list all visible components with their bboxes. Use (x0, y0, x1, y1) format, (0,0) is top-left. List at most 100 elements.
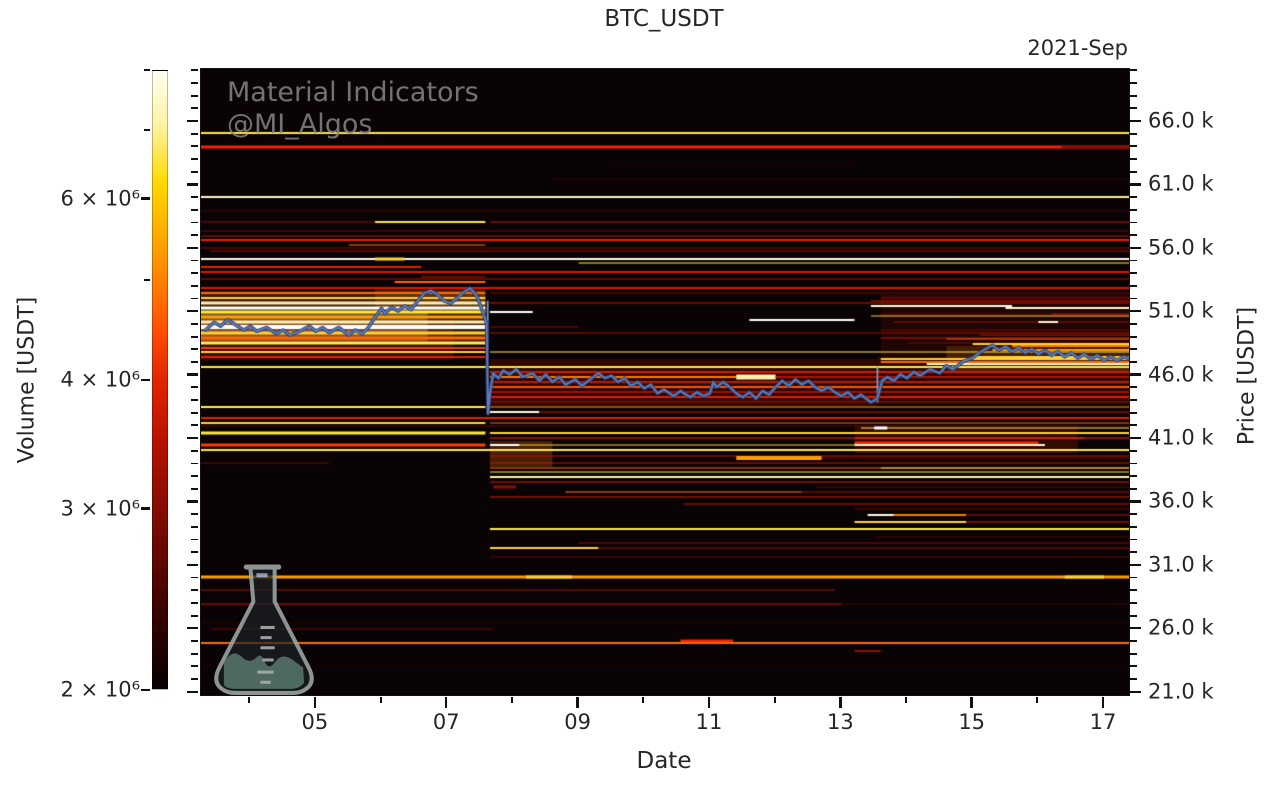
date-tick-minor (905, 697, 907, 703)
price-tick (191, 551, 198, 554)
price-tick (191, 94, 198, 97)
price-tick (1130, 665, 1137, 668)
price-tick (191, 678, 198, 680)
price-tick (1130, 690, 1141, 693)
volume-tick-minor (144, 69, 150, 71)
price-tick (1130, 462, 1137, 465)
colorbar-axis-label: Volume [USDT] (14, 296, 40, 464)
price-tick (191, 640, 198, 642)
price-tick (187, 627, 198, 630)
price-tick (1130, 589, 1137, 592)
date-tick (970, 697, 973, 708)
price-tick (1130, 145, 1137, 148)
price-tick (1130, 475, 1137, 477)
price-tick (1130, 563, 1141, 567)
price-tick (1130, 158, 1137, 160)
price-tick (1130, 652, 1137, 655)
price-tick (191, 652, 198, 655)
price-tick (191, 424, 198, 427)
price-tick (1130, 551, 1137, 554)
date-tick-label: 09 (564, 710, 591, 734)
price-tick (191, 221, 198, 224)
date-tick-label: 15 (958, 710, 986, 734)
volume-tick-label: 3 × 10⁶ (60, 496, 140, 521)
price-tick (191, 475, 198, 477)
flask-neck-mark (256, 573, 268, 578)
price-tick (1130, 82, 1137, 84)
price-tick (1130, 246, 1141, 250)
price-tick (1130, 449, 1137, 452)
price-tick (1130, 411, 1137, 414)
price-tick (187, 183, 198, 186)
price-tick (187, 436, 198, 440)
date-tick-minor (248, 697, 251, 703)
flask-graduations (257, 625, 275, 684)
price-tick (191, 525, 198, 528)
price-tick (187, 563, 198, 567)
volume-tick (141, 688, 150, 692)
date-tick-label: 07 (432, 710, 460, 734)
price-tick (191, 158, 198, 160)
price-tick-label: 26.0 k (1148, 615, 1214, 640)
price-tick (191, 323, 198, 325)
price-tick (191, 411, 198, 414)
price-tick (1130, 183, 1141, 186)
price-tick (1130, 614, 1137, 617)
price-tick-label: 51.0 k (1148, 298, 1214, 323)
x-axis-offset-label: 2021-Sep (1027, 36, 1128, 60)
price-tick (1130, 170, 1137, 173)
price-tick (187, 119, 198, 123)
price-tick (1130, 234, 1137, 237)
price-tick (1130, 373, 1141, 376)
price-tick-label: 41.0 k (1148, 425, 1214, 450)
price-tick (191, 361, 198, 363)
heatmap-canvas (201, 69, 1129, 695)
price-tick (187, 246, 198, 250)
volume-tick-label: 4 × 10⁶ (60, 367, 140, 392)
price-tick (191, 297, 198, 300)
volume-tick-minor (144, 128, 150, 131)
price-tick (1130, 69, 1137, 72)
price-tick (191, 259, 198, 262)
price-tick (191, 399, 198, 401)
price-tick-label: 66.0 k (1148, 108, 1214, 133)
price-tick (191, 487, 198, 490)
date-tick-minor (511, 697, 513, 703)
price-tick (191, 576, 198, 579)
price-tick (191, 513, 198, 516)
price-tick (191, 614, 198, 617)
price-tick (1130, 500, 1141, 503)
price-tick (191, 602, 198, 604)
price-tick (1130, 361, 1137, 363)
watermark-line2: @MI_Algos (227, 109, 373, 140)
plot-area: Material Indicators @MI_Algos (200, 68, 1130, 696)
price-tick (191, 132, 198, 135)
price-tick (191, 82, 198, 84)
price-tick (191, 69, 198, 72)
flask-icon (214, 564, 314, 695)
price-tick (1130, 640, 1137, 642)
price-tick-label: 31.0 k (1148, 552, 1214, 577)
price-tick (1130, 208, 1137, 211)
price-tick (1130, 94, 1137, 97)
price-tick (1130, 348, 1137, 351)
y-axis-label: Price [USDT] (1234, 306, 1260, 446)
date-tick (707, 697, 711, 708)
price-tick (191, 538, 198, 541)
price-tick (1130, 513, 1137, 516)
price-tick (1130, 119, 1141, 123)
volume-tick (141, 378, 150, 382)
colorbar (152, 70, 168, 690)
date-tick-minor (642, 697, 645, 703)
price-tick (1130, 107, 1137, 110)
price-tick (191, 335, 198, 338)
date-tick (839, 697, 842, 708)
price-tick (191, 196, 198, 198)
price-tick-label: 46.0 k (1148, 362, 1214, 387)
price-tick (1130, 297, 1137, 300)
price-tick (1130, 323, 1137, 325)
price-tick (1130, 627, 1141, 630)
price-tick (1130, 221, 1137, 224)
price-tick (1130, 602, 1137, 604)
date-tick-minor (1036, 697, 1039, 703)
